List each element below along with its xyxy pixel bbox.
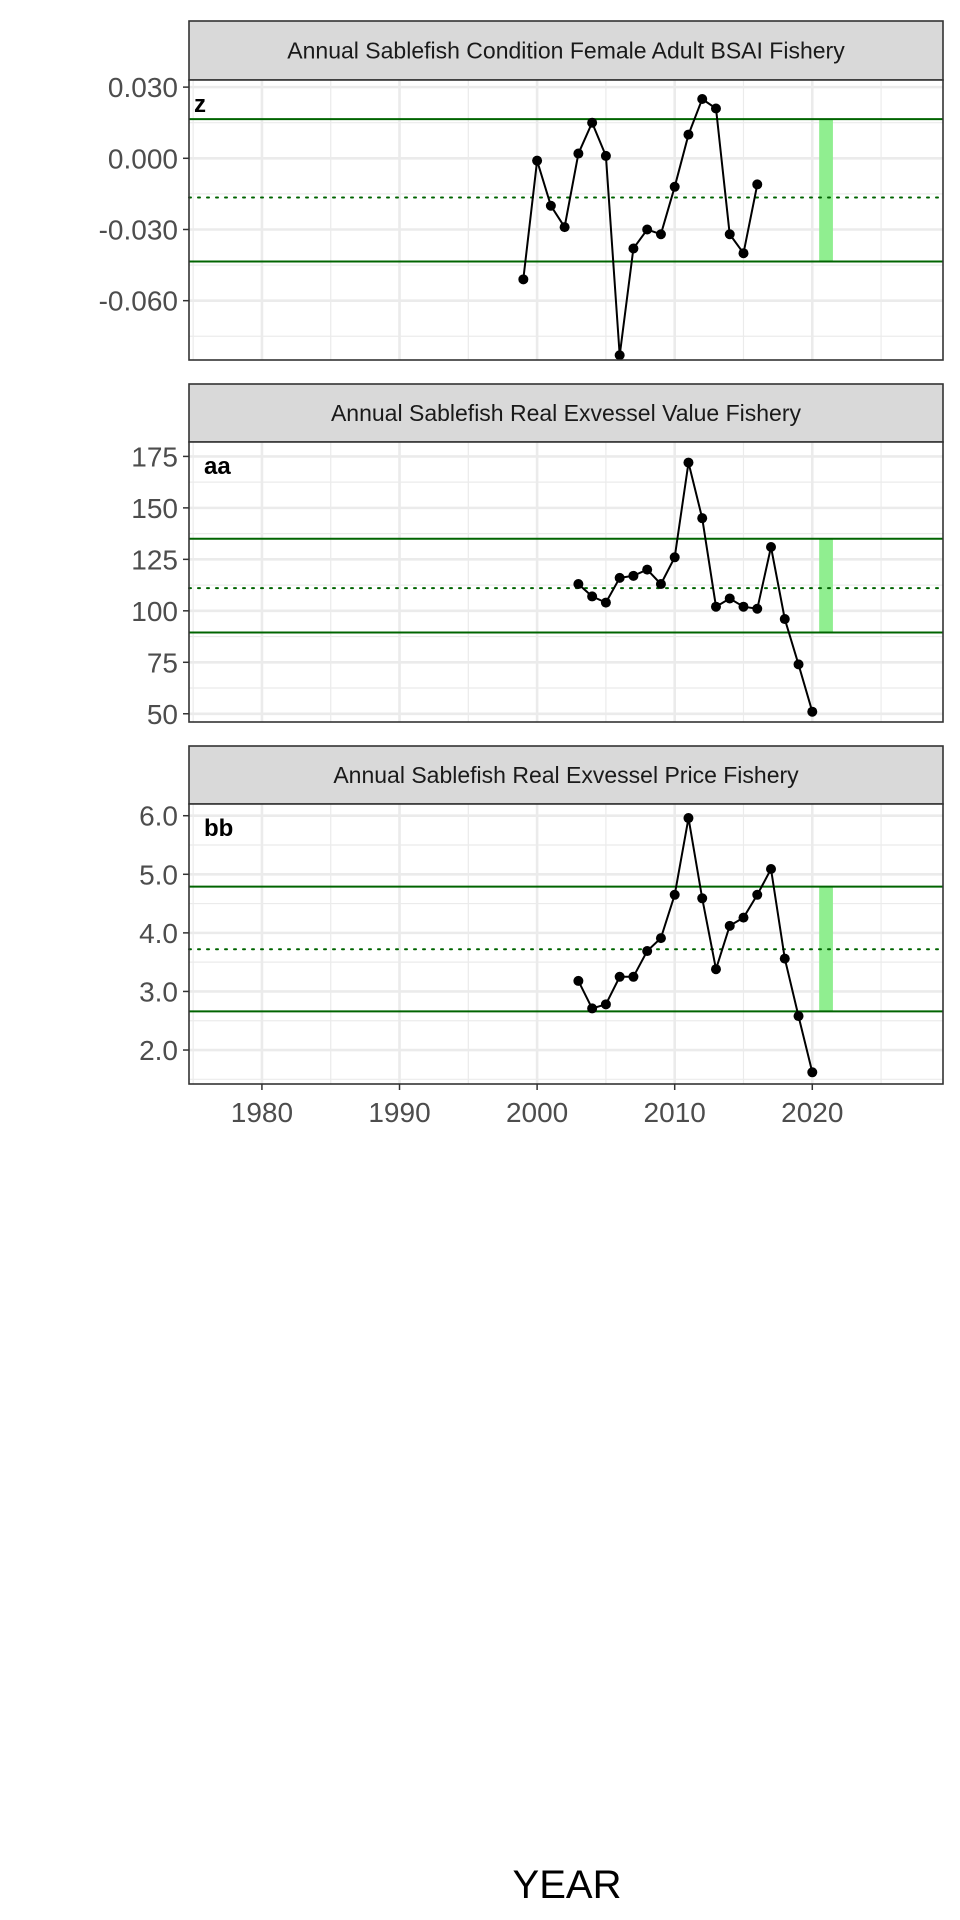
data-point [655, 579, 666, 590]
data-point [614, 350, 625, 361]
x-tick-label: 2010 [644, 1097, 706, 1128]
series-line [577, 817, 814, 1073]
data-point [738, 248, 749, 259]
data-point [697, 513, 708, 524]
data-point [600, 150, 611, 161]
panel-strip [188, 20, 944, 81]
data-point [697, 93, 708, 104]
data-point [752, 603, 763, 614]
data-point [614, 572, 625, 583]
data-point [614, 971, 625, 982]
panel-tag: bb [204, 815, 233, 842]
y-tick-label: 75 [147, 647, 178, 678]
panel-3: Annual Sablefish Real Exvessel Price Fis… [139, 745, 944, 1085]
y-tick-label: 4.0 [139, 918, 178, 949]
y-tick-label: 100 [131, 596, 178, 627]
y-tick-label: 5.0 [139, 859, 178, 890]
highlight-band [819, 886, 833, 1012]
x-tick-label: 2000 [506, 1097, 568, 1128]
panel-strip [188, 383, 944, 443]
data-point [766, 864, 777, 875]
data-point [532, 155, 543, 166]
data-point [628, 243, 639, 254]
data-point [724, 593, 735, 604]
y-tick-label: 175 [131, 441, 178, 472]
data-point [710, 103, 721, 114]
data-point [573, 975, 584, 986]
y-tick-label: 3.0 [139, 976, 178, 1007]
data-point [697, 893, 708, 904]
data-point [738, 601, 749, 612]
data-point [559, 222, 570, 233]
data-point [793, 1011, 804, 1022]
data-point [587, 591, 598, 602]
data-point [628, 971, 639, 982]
data-point [779, 614, 790, 625]
y-tick-label: -0.030 [99, 214, 178, 245]
y-tick-label: 150 [131, 493, 178, 524]
y-tick-label: 2.0 [139, 1035, 178, 1066]
data-point [600, 999, 611, 1010]
data-point [724, 229, 735, 240]
panel-2: Annual Sablefish Real Exvessel Value Fis… [131, 383, 944, 730]
panel-title: Annual Sablefish Real Exvessel Value Fis… [331, 400, 802, 426]
data-point [669, 181, 680, 192]
data-point [518, 274, 529, 285]
data-point [738, 912, 749, 923]
panel-background [189, 804, 943, 1084]
panel-1: Annual Sablefish Condition Female Adult … [99, 20, 944, 361]
data-point [600, 597, 611, 608]
data-point [642, 224, 653, 235]
panel-strip [188, 745, 944, 805]
panel-border [188, 79, 944, 361]
data-point [683, 457, 694, 468]
y-tick-label: -0.060 [99, 286, 178, 317]
x-tick-label: 1990 [368, 1097, 430, 1128]
panel-tag: aa [204, 453, 231, 480]
data-point [628, 570, 639, 581]
data-point [807, 706, 818, 717]
x-tick-label: 2020 [781, 1097, 843, 1128]
x-tick-label: 1980 [231, 1097, 293, 1128]
panel-border [188, 441, 944, 723]
data-point [752, 179, 763, 190]
y-tick-label: 50 [147, 699, 178, 730]
data-point [710, 964, 721, 975]
y-tick-label: 6.0 [139, 801, 178, 832]
data-point [573, 579, 584, 590]
data-point [642, 946, 653, 957]
data-point [642, 564, 653, 575]
data-point [655, 229, 666, 240]
x-axis-title: YEAR [513, 1863, 622, 1907]
panel-tag: z [194, 91, 206, 118]
data-point [669, 889, 680, 900]
highlight-band [819, 119, 833, 262]
data-point [683, 129, 694, 140]
highlight-band [819, 538, 833, 633]
data-point [655, 933, 666, 944]
data-point [587, 117, 598, 128]
panel-title: Annual Sablefish Condition Female Adult … [287, 38, 845, 64]
data-point [573, 148, 584, 159]
panel-title: Annual Sablefish Real Exvessel Price Fis… [333, 762, 799, 788]
data-point [587, 1003, 598, 1014]
data-point [752, 889, 763, 900]
y-tick-label: 125 [131, 544, 178, 575]
data-point [724, 920, 735, 931]
panel-background [189, 442, 943, 722]
data-point [710, 601, 721, 612]
data-point [766, 542, 777, 552]
data-point [793, 659, 804, 670]
data-point [545, 200, 556, 211]
data-point [669, 552, 680, 563]
y-tick-label: 0.000 [108, 143, 178, 174]
y-tick-label: 0.030 [108, 72, 178, 103]
data-point [683, 813, 694, 824]
data-point [779, 953, 790, 964]
panel-border [188, 803, 944, 1085]
data-point [807, 1067, 818, 1078]
